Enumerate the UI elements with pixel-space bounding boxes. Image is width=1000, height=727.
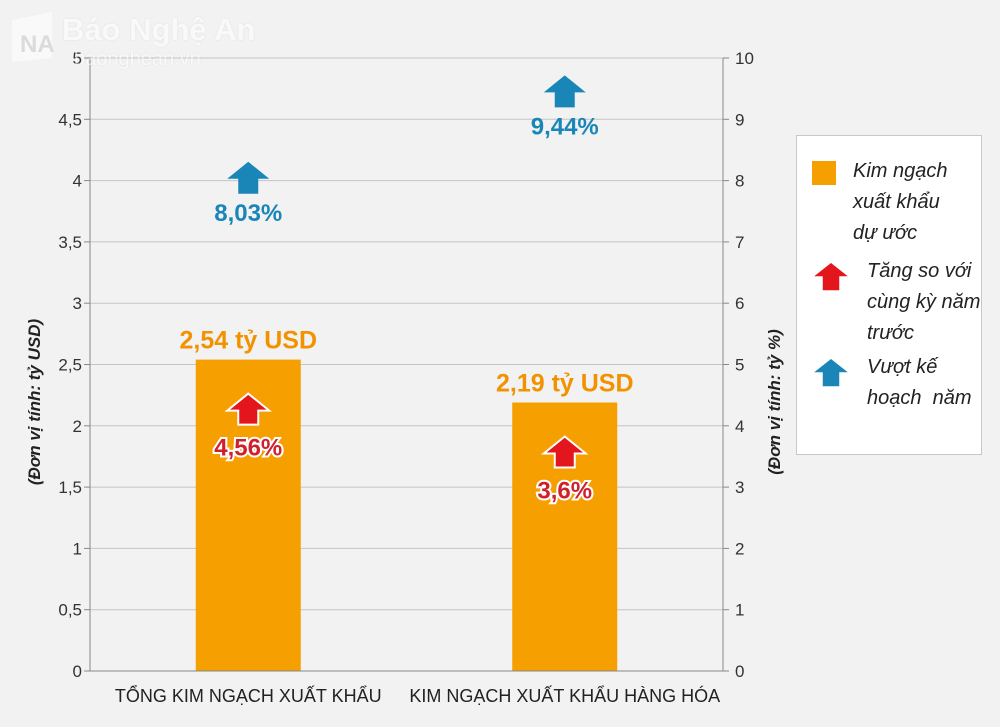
y2-tick-label: 8	[735, 172, 744, 191]
category-labels: TỔNG KIM NGẠCH XUẤT KHẨU KIM NGẠCH XUẤT K…	[115, 685, 720, 706]
y2-tick-label: 9	[735, 110, 744, 129]
legend-label: Vượt kế hoạch năm	[867, 352, 972, 414]
exceed-plan-label: 9,44%	[531, 113, 599, 140]
red-up-arrow-icon	[811, 261, 851, 292]
y2-tick-label: 5	[735, 356, 744, 375]
red-up-arrow-icon	[540, 435, 589, 469]
y-tick-label: 4	[73, 172, 82, 191]
y-tick-label: 0	[73, 662, 82, 681]
orange-square-icon	[812, 161, 836, 185]
y-tick-label: 2,5	[58, 356, 82, 375]
blue-up-arrow-icon	[227, 161, 270, 194]
logo-name: Báo Nghệ An	[62, 12, 256, 47]
y2-tick-label: 7	[735, 233, 744, 252]
legend-item: Tăng so với cùng kỳ năm trước	[811, 256, 980, 349]
category-label: TỔNG KIM NGẠCH XUẤT KHẨU	[115, 685, 382, 706]
y-tick-label: 3	[73, 294, 82, 313]
y2-tick-label: 10	[735, 49, 754, 68]
y-tick-label: 3,5	[58, 233, 82, 252]
legend-line: dự ước	[853, 222, 918, 244]
blue-up-arrow-icon	[811, 357, 851, 388]
legend: Kim ngạch xuất khẩu dự ước Tăng so với cùng …	[796, 135, 982, 455]
red-up-arrow-icon	[224, 392, 273, 426]
legend-line: Kim ngạch	[853, 160, 948, 182]
y2-tick-label: 1	[735, 601, 744, 620]
y-tick-label: 4,5	[58, 110, 82, 129]
legend-item: Kim ngạch xuất khẩu dự ước	[811, 156, 975, 249]
y-tick-label: 0,5	[58, 601, 82, 620]
legend-line: cùng kỳ năm	[867, 291, 981, 313]
bar-value-label: 2,19 tỷ USD	[496, 370, 634, 398]
left-axis-title: (Đơn vị tính: tỷ USD)	[25, 319, 44, 486]
logo: NA Báo Nghệ An baonghean.vn	[8, 8, 255, 71]
right-axis-ticks: 0 1 2 3 4 5 6 7 8 9 10	[723, 49, 754, 681]
exceed-plan-label: 8,03%	[214, 200, 282, 227]
y2-tick-label: 0	[735, 662, 744, 681]
legend-line: Tăng so với	[867, 260, 972, 282]
y-tick-label: 1	[73, 539, 82, 558]
grid-lines	[90, 57, 723, 611]
legend-label: Tăng so với cùng kỳ năm trước	[867, 256, 980, 349]
left-axis-ticks: 0 0,5 1 1,5 2 2,5 3 3,5 4 4,5 5	[58, 49, 90, 681]
legend-line: xuất khẩu	[853, 191, 940, 213]
category-label: KIM NGẠCH XUẤT KHẨU HÀNG HÓA	[409, 685, 720, 706]
y2-tick-label: 2	[735, 539, 744, 558]
legend-line: trước	[867, 322, 914, 344]
y2-tick-label: 3	[735, 478, 744, 497]
y2-tick-label: 4	[735, 417, 744, 436]
growth-label: 4,56%	[214, 435, 282, 462]
legend-line: hoạch năm	[867, 387, 972, 409]
y-tick-label: 5	[73, 49, 82, 68]
legend-item: Vượt kế hoạch năm	[811, 352, 975, 414]
annotations: 2,54 tỷ USD 4,56% 8,03% 2,19 tỷ USD 3,6% 9,44…	[179, 75, 634, 507]
y-tick-label: 2	[73, 417, 82, 436]
svg-text:NA: NA	[20, 31, 55, 58]
logo-emblem-icon: NA	[12, 12, 55, 62]
logo-site: baonghean.vn	[74, 48, 201, 70]
legend-label: Kim ngạch xuất khẩu dự ước	[853, 156, 948, 249]
y2-tick-label: 6	[735, 294, 744, 313]
bar-value-label: 2,54 tỷ USD	[179, 327, 317, 355]
legend-line: Vượt kế	[867, 356, 938, 378]
blue-up-arrow-icon	[543, 75, 586, 108]
growth-label: 3,6%	[537, 478, 592, 505]
right-axis-title: (Đơn vị tính: tỷ %)	[765, 329, 784, 475]
y-tick-label: 1,5	[58, 478, 82, 497]
